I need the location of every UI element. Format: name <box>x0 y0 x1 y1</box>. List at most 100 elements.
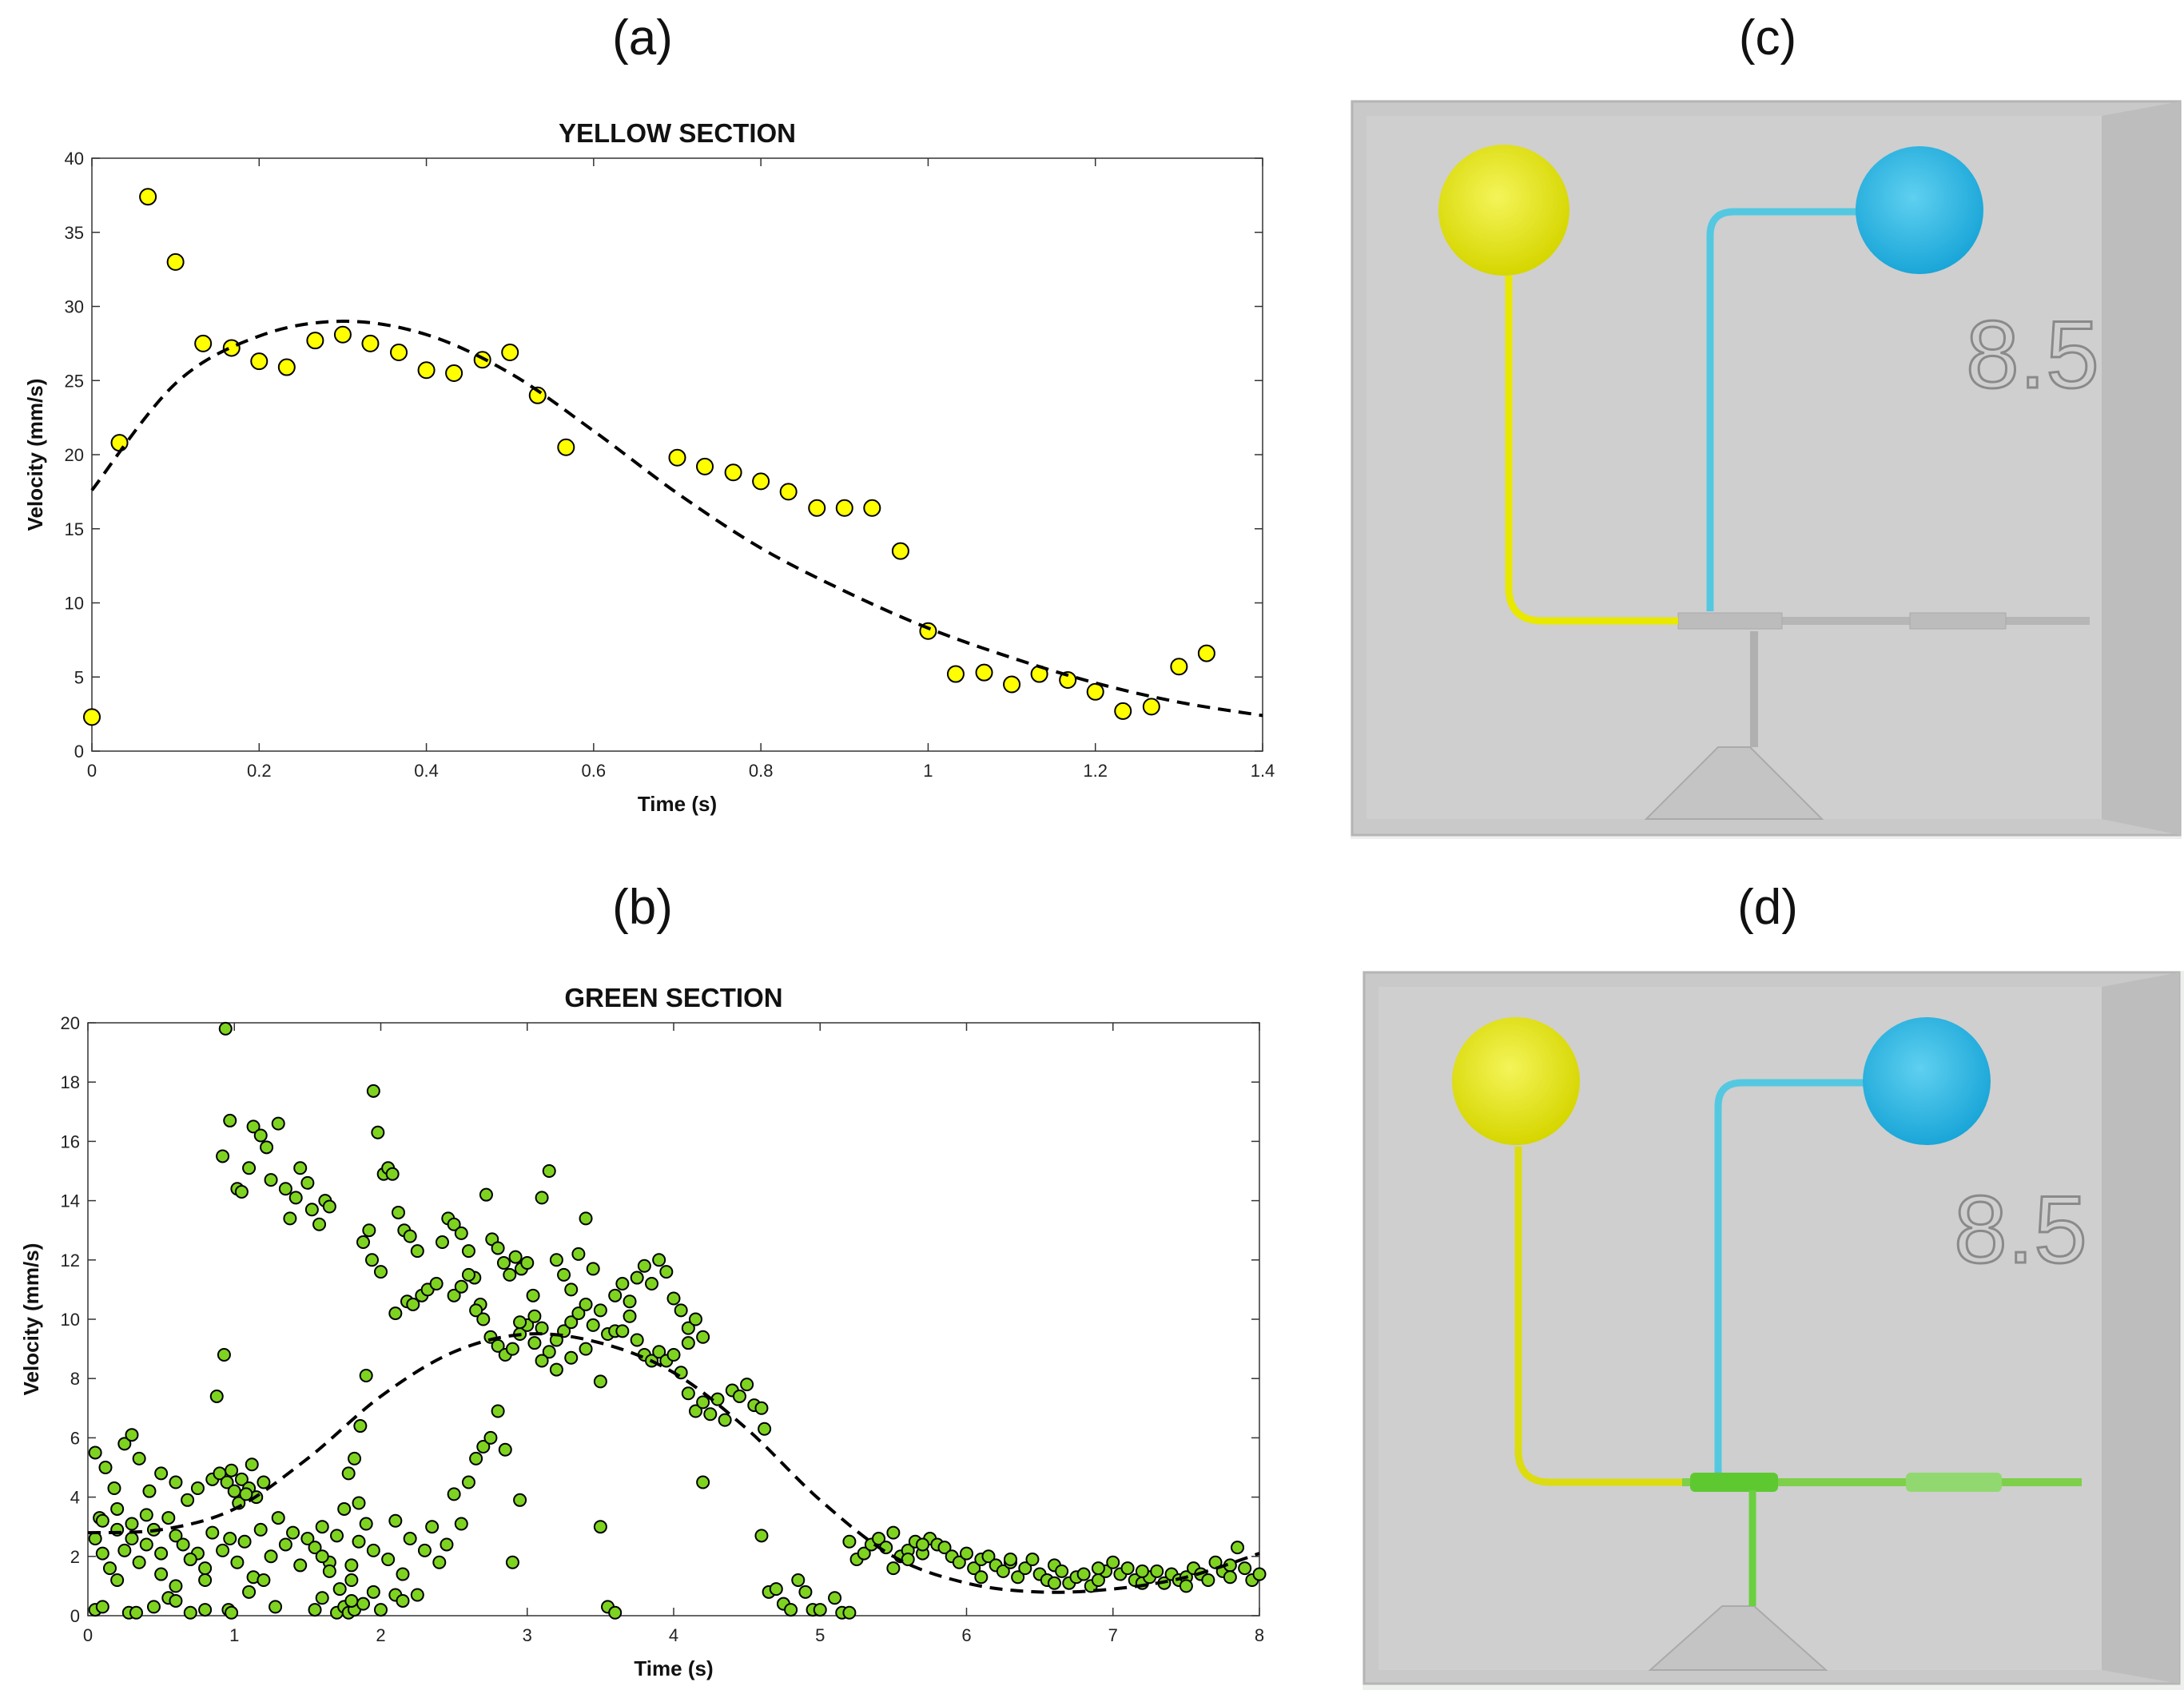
data-point <box>237 1534 252 1549</box>
data-point <box>623 1294 637 1309</box>
green-chamber-2 <box>1906 1473 2002 1492</box>
data-point <box>181 1493 195 1507</box>
x-axis-title: Time (s) <box>634 1656 713 1680</box>
data-point <box>222 339 241 357</box>
data-point <box>808 499 826 517</box>
data-point <box>564 1282 579 1297</box>
photo-microfluidic-chip-c: 8.5 <box>1351 100 2182 839</box>
data-point <box>784 1603 798 1617</box>
data-point <box>374 1603 388 1617</box>
data-point <box>652 1253 666 1267</box>
data-point <box>169 1593 183 1608</box>
data-point <box>674 1366 688 1380</box>
fit-curve <box>90 320 1263 718</box>
data-point <box>216 1543 230 1557</box>
data-point <box>564 1315 579 1330</box>
data-point <box>1238 1561 1252 1576</box>
data-point <box>652 1345 666 1359</box>
data-point <box>288 1191 303 1205</box>
data-point <box>322 1564 336 1578</box>
x-tick-label: 0.6 <box>582 761 607 781</box>
data-point <box>132 1451 146 1465</box>
data-point <box>535 1191 549 1205</box>
data-point <box>356 1597 371 1611</box>
data-point <box>353 1419 368 1434</box>
data-point <box>975 663 993 682</box>
data-point <box>362 1223 376 1238</box>
data-point <box>129 1605 143 1620</box>
data-point <box>696 457 714 475</box>
data-point <box>315 1591 329 1605</box>
x-tick-label: 4 <box>669 1625 678 1645</box>
data-point <box>1055 1564 1069 1578</box>
data-point <box>491 1338 505 1353</box>
data-point <box>176 1537 190 1552</box>
data-point <box>388 1306 403 1321</box>
data-point <box>501 344 519 362</box>
data-point <box>440 1537 454 1552</box>
data-point <box>183 1605 197 1620</box>
chip-bevel <box>2102 972 2179 1684</box>
data-point <box>217 1348 231 1362</box>
data-point <box>461 1475 475 1489</box>
data-point <box>1142 698 1160 716</box>
data-point <box>225 1463 239 1477</box>
data-point <box>154 1466 169 1481</box>
data-point <box>344 1558 359 1573</box>
data-point <box>1252 1567 1267 1581</box>
data-point <box>366 1585 380 1599</box>
data-point <box>417 361 436 380</box>
blue-channel <box>1714 1079 1874 1474</box>
data-point <box>374 1265 388 1279</box>
data-point <box>435 1235 449 1250</box>
data-point <box>967 1561 981 1576</box>
data-point <box>425 1520 440 1534</box>
x-tick-label: 0.2 <box>247 761 272 781</box>
data-point <box>586 1262 600 1276</box>
panel-label-c: (c) <box>1738 10 1797 66</box>
data-point <box>227 1484 241 1498</box>
data-point <box>1086 682 1104 701</box>
panel-label-b: (b) <box>612 880 673 935</box>
data-point <box>169 1529 183 1543</box>
data-point <box>549 1253 563 1267</box>
data-point <box>579 1211 593 1226</box>
data-point <box>681 1336 695 1350</box>
data-point <box>264 1549 278 1564</box>
data-point <box>391 1205 405 1219</box>
data-point <box>637 1259 651 1273</box>
x-tick-label: 0.8 <box>749 761 774 781</box>
data-point <box>230 1555 245 1569</box>
data-point <box>359 1517 373 1531</box>
data-point <box>161 1511 176 1525</box>
data-point <box>491 1404 505 1418</box>
data-point <box>271 1511 285 1525</box>
data-point <box>769 1582 783 1597</box>
data-point <box>483 1430 498 1445</box>
data-point <box>579 1342 593 1356</box>
y-tick-label: 30 <box>65 297 84 317</box>
data-point <box>190 1481 205 1495</box>
data-point <box>260 1140 274 1155</box>
data-point <box>469 1451 483 1465</box>
data-point <box>356 1235 371 1250</box>
yellow-channel <box>1514 1147 1682 1486</box>
data-point <box>454 1226 468 1240</box>
data-point <box>681 1321 695 1335</box>
data-point <box>390 344 408 362</box>
yellow-reservoir <box>1452 1017 1580 1145</box>
data-point <box>403 1532 417 1546</box>
panel-label-a: (a) <box>612 10 673 66</box>
data-point <box>528 386 547 404</box>
fit-curve <box>87 1332 1260 1594</box>
x-tick-label: 6 <box>961 1625 971 1645</box>
data-point <box>216 1149 230 1163</box>
data-point <box>154 1546 169 1561</box>
data-point <box>1106 1555 1120 1569</box>
data-point <box>361 334 380 352</box>
data-point <box>312 1217 327 1231</box>
data-point <box>406 1297 420 1311</box>
data-point <box>718 1413 732 1427</box>
data-point <box>630 1333 644 1347</box>
